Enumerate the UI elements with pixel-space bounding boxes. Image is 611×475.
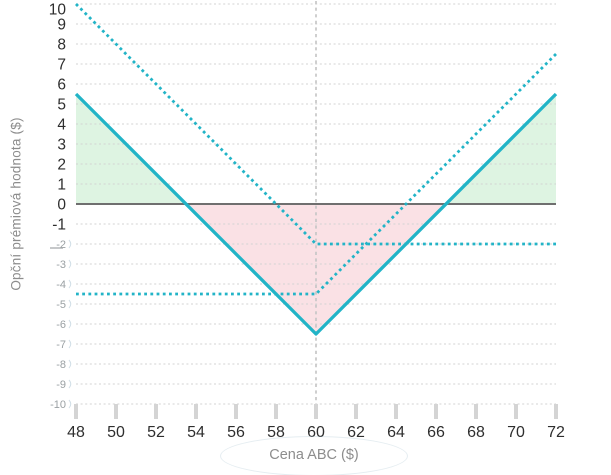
x-tick-label-72: 72 (547, 424, 565, 441)
y-tick-label-1: 1 (57, 176, 66, 193)
x-tick-label-54: 54 (187, 424, 205, 441)
y-tick-label--6: -6 (56, 319, 66, 331)
x-tick-68 (474, 404, 478, 419)
x-axis-title-ellipse-decor (220, 436, 408, 475)
y-tick-label--1: -1 (52, 216, 66, 233)
y-tick-mark--10 (68, 399, 72, 409)
y-tick-label-2: 2 (57, 156, 66, 173)
x-tick-label-56: 56 (227, 424, 245, 441)
x-tick-label-50: 50 (107, 424, 125, 441)
x-tick-label-68: 68 (467, 424, 485, 441)
x-tick-54 (194, 404, 198, 419)
x-axis-title: Cena ABC ($) (269, 447, 359, 463)
y-tick-label--4: -4 (56, 279, 66, 291)
x-tick-label-48: 48 (67, 424, 85, 441)
y-tick-label-6: 6 (57, 76, 66, 93)
x-tick-50 (114, 404, 118, 419)
y-tick-mark--4 (68, 279, 72, 289)
x-tick-62 (354, 404, 358, 419)
y-tick-mark--5 (68, 299, 72, 309)
y-tick-label-7: 7 (57, 56, 66, 73)
series-long-straddle-payoff (74, 92, 558, 336)
y-axis-title: Opční prémiová hodnota ($) (8, 117, 24, 291)
y-tick-label--8: -8 (56, 359, 66, 371)
y-tick-label-9: 9 (57, 16, 66, 33)
series-long-put-leg (75, 3, 556, 246)
x-tick-70 (514, 404, 518, 419)
y-tick-label-3: 3 (57, 136, 66, 153)
x-tick-52 (154, 404, 158, 419)
y-tick-label--7: -7 (56, 339, 66, 351)
y-tick-label-0: 0 (57, 196, 66, 213)
y-tick-label-5: 5 (57, 96, 66, 113)
y-tick-mark--7 (68, 339, 72, 349)
x-tick-60 (314, 404, 318, 419)
y-tick-mark--8 (68, 359, 72, 369)
y-tick-mark--2 (68, 239, 72, 249)
y-tick-label-4: 4 (57, 116, 66, 133)
series-long-call-leg (76, 53, 557, 296)
x-tick-72 (554, 404, 558, 419)
loss-zone (186, 204, 446, 334)
y-tick-mark--6 (68, 319, 72, 329)
y-tick-label--9: -9 (56, 379, 66, 391)
x-tick-64 (394, 404, 398, 419)
x-tick-58 (274, 404, 278, 419)
x-tick-48 (74, 404, 78, 419)
x-tick-label-52: 52 (147, 424, 165, 441)
y-tick-label-10: 10 (49, 1, 67, 18)
y-tick-label--10: -10 (50, 399, 66, 411)
y-tick-mark--3 (68, 259, 72, 269)
y-tick-mark--9 (68, 379, 72, 389)
x-tick-label-66: 66 (427, 424, 445, 441)
y-tick-label-8: 8 (57, 36, 66, 53)
x-tick-56 (234, 404, 238, 419)
y-tick-label--5: -5 (56, 299, 66, 311)
x-tick-label-70: 70 (507, 424, 525, 441)
y-tick-label--2: -2 (56, 239, 66, 251)
y-tick-label--3: -3 (56, 259, 66, 271)
x-tick-label-64: 64 (387, 424, 405, 441)
x-tick-66 (434, 404, 438, 419)
